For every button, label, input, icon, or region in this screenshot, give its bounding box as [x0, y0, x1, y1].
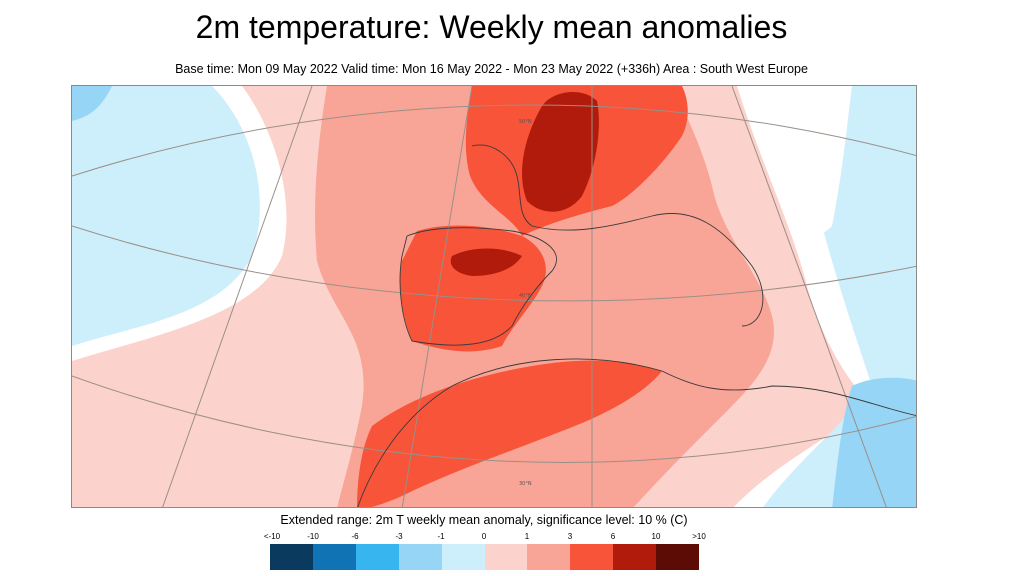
legend-color-swatch [398, 544, 442, 570]
neutral-area-alps-balkans [770, 86, 852, 237]
legend-color-swatch [613, 544, 657, 570]
legend-label: -10 [307, 532, 319, 541]
legend-label: <-10 [263, 532, 281, 541]
legend-color-swatch [355, 544, 399, 570]
strong-anomaly-france [522, 91, 599, 212]
legend-color-swatch [527, 544, 571, 570]
legend-colorbar [270, 544, 700, 570]
legend-color-swatch [270, 544, 313, 570]
legend-color-swatch [656, 544, 700, 570]
lat-label-50n: 50°N [519, 119, 532, 125]
lat-label-40n: 40°N [519, 293, 532, 299]
coastlines [357, 144, 916, 507]
legend-label: -6 [351, 532, 359, 541]
strong-anomaly-spain [450, 248, 522, 276]
legend-color-swatch [570, 544, 614, 570]
legend-label: 0 [481, 532, 487, 541]
legend-label: 10 [651, 532, 661, 541]
legend-label: 1 [524, 532, 530, 541]
map-canvas: 50°N 40°N 30°N [72, 86, 916, 507]
page-title: 2m temperature: Weekly mean anomalies [195, 9, 788, 45]
page-subtitle: Base time: Mon 09 May 2022 Valid time: M… [175, 62, 808, 76]
legend-labels: <-10 -10 -6 -3 -1 0 1 3 6 10 >10 [264, 532, 706, 544]
legend-color-swatch [441, 544, 485, 570]
cool-anomaly-northwest [72, 86, 112, 121]
warm-anomaly-north-africa [357, 360, 662, 507]
legend-label: >10 [692, 532, 706, 541]
legend-label: -1 [437, 532, 445, 541]
legend-color-swatch [484, 544, 528, 570]
anomaly-map: 50°N 40°N 30°N [71, 85, 917, 508]
legend-color-swatch [312, 544, 356, 570]
legend-label: 6 [610, 532, 616, 541]
legend-label: 3 [567, 532, 573, 541]
legend-label: -3 [395, 532, 403, 541]
lat-label-30n: 30°N [519, 481, 532, 487]
graticule [72, 86, 916, 507]
legend-title: Extended range: 2m T weekly mean anomaly… [280, 513, 688, 527]
